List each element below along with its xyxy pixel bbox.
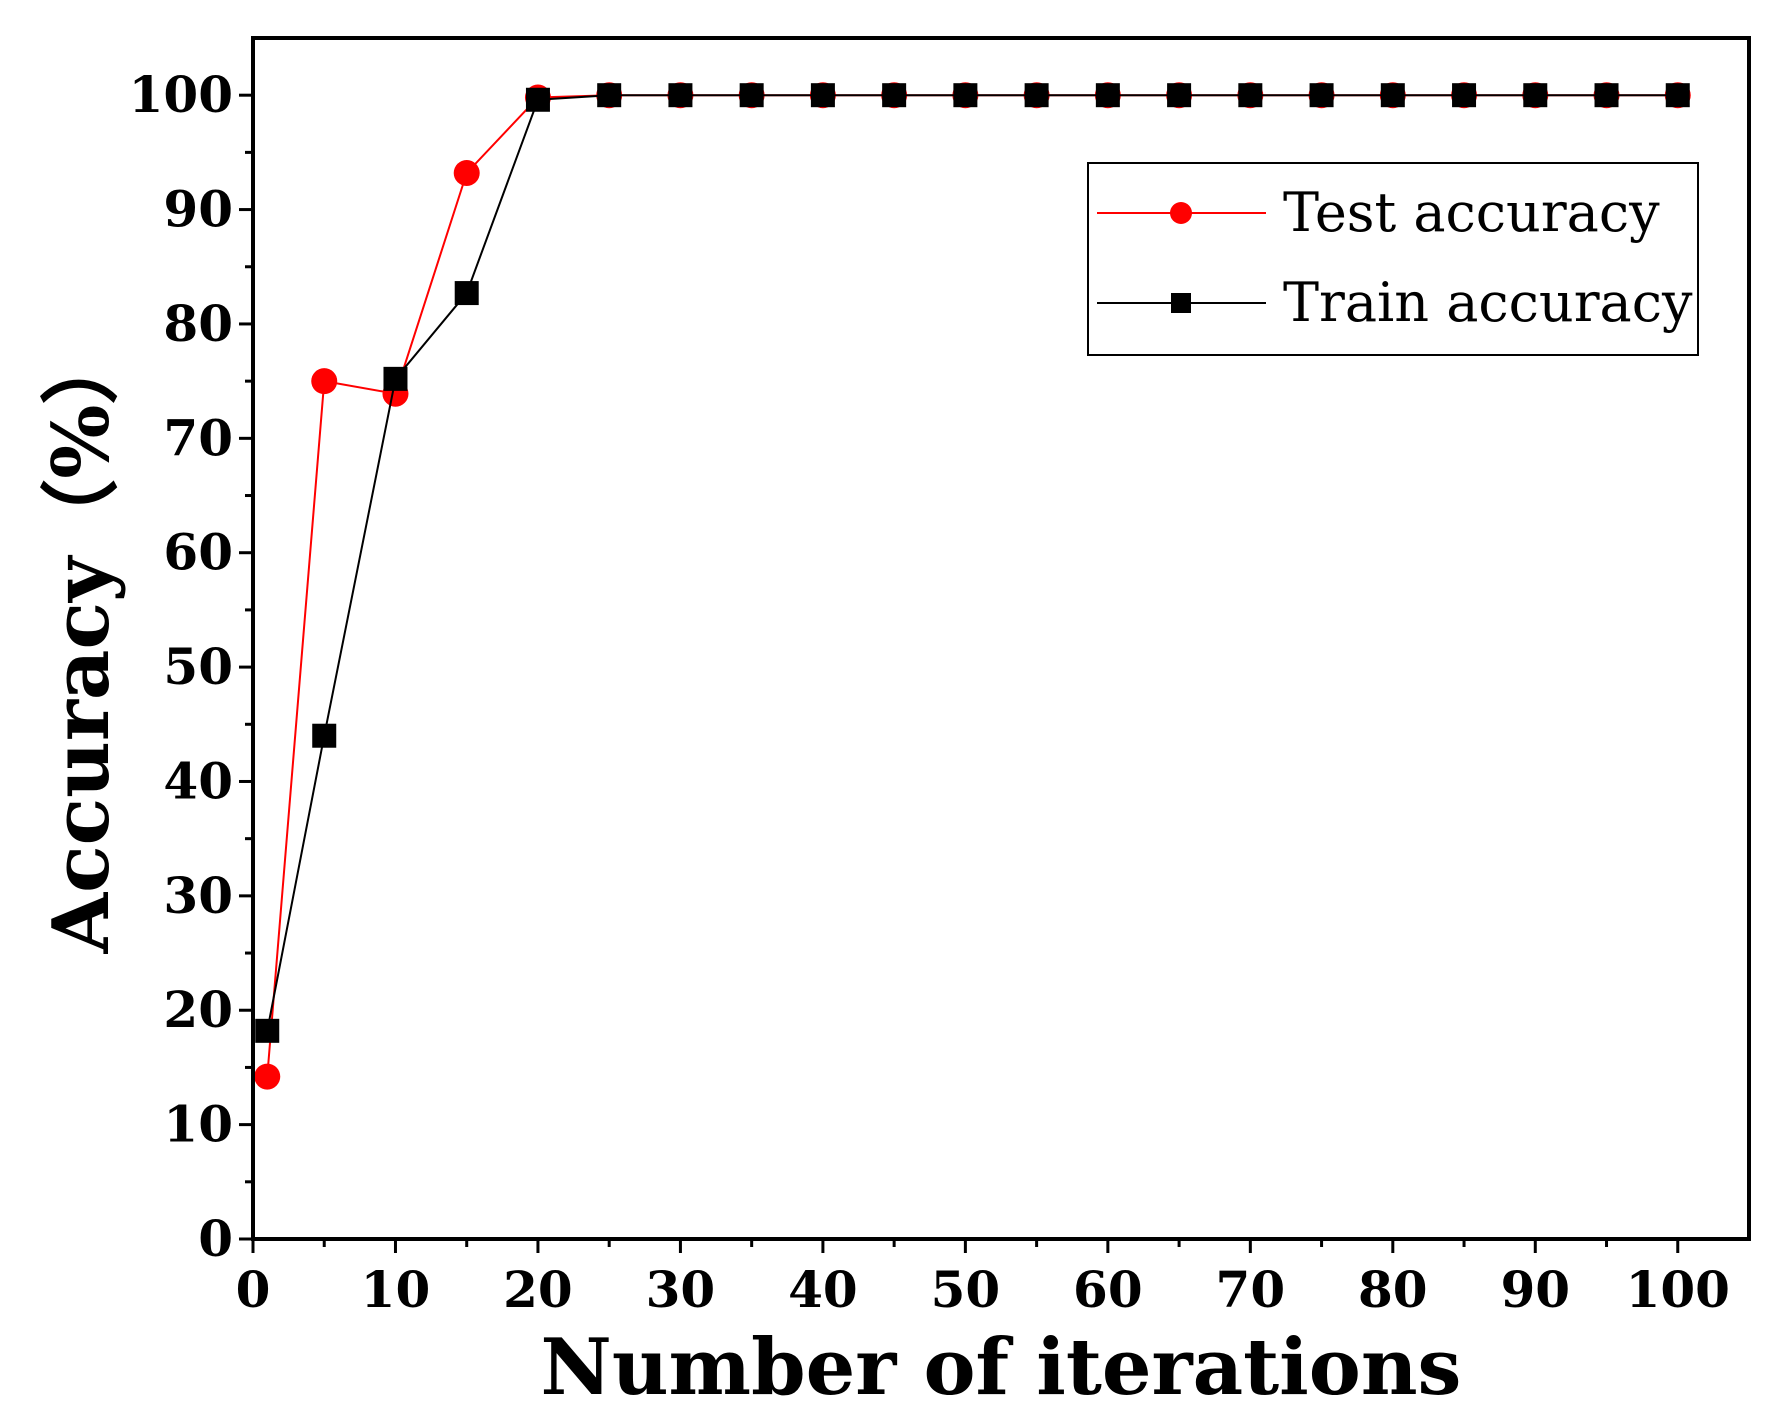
y-tick-label: 40 — [163, 751, 233, 810]
x-axis-title: Number of iterations — [541, 1322, 1462, 1413]
y-tick-label: 30 — [163, 866, 233, 925]
y-tick-label: 10 — [163, 1095, 233, 1154]
y-tick-label: 100 — [129, 65, 233, 124]
point-train-accuracy — [739, 83, 764, 108]
point-train-accuracy — [1309, 83, 1334, 108]
point-train-accuracy — [953, 83, 978, 108]
point-train-accuracy — [312, 723, 337, 748]
y-tick-label: 20 — [163, 980, 233, 1039]
y-tick-label: 80 — [163, 294, 233, 353]
legend-label-train: Train accuracy — [1283, 271, 1693, 334]
x-tick-label: 10 — [361, 1260, 431, 1319]
point-test-accuracy — [254, 1063, 281, 1090]
point-train-accuracy — [597, 83, 622, 108]
x-tick-label: 40 — [788, 1260, 858, 1319]
point-train-accuracy — [668, 83, 693, 108]
y-axis-title: Accuracy（%） — [36, 327, 127, 955]
point-train-accuracy — [1523, 83, 1548, 108]
point-train-accuracy — [1380, 83, 1405, 108]
x-tick-label: 0 — [236, 1260, 271, 1319]
y-tick-label: 50 — [163, 637, 233, 696]
y-tick-label: 60 — [163, 523, 233, 582]
y-tick-label: 90 — [163, 180, 233, 239]
point-train-accuracy — [1452, 83, 1477, 108]
x-tick-label: 90 — [1500, 1260, 1570, 1319]
y-tick-label: 0 — [198, 1209, 233, 1268]
x-tick-label: 20 — [503, 1260, 573, 1319]
point-train-accuracy — [1238, 83, 1263, 108]
x-tick-label: 70 — [1216, 1260, 1286, 1319]
point-test-accuracy — [453, 159, 480, 186]
point-train-accuracy — [882, 83, 907, 108]
x-tick-label: 30 — [646, 1260, 716, 1319]
legend-label-test: Test accuracy — [1283, 181, 1660, 244]
series-layer — [254, 82, 1691, 1090]
point-train-accuracy — [1594, 83, 1619, 108]
legend-marker-test — [1170, 202, 1192, 224]
x-tick-label: 80 — [1358, 1260, 1428, 1319]
legend-box — [1087, 162, 1699, 356]
point-train-accuracy — [383, 366, 408, 391]
point-train-accuracy — [1665, 83, 1690, 108]
plot-frame — [251, 36, 1751, 1241]
point-train-accuracy — [525, 87, 550, 112]
point-train-accuracy — [810, 83, 835, 108]
point-train-accuracy — [1167, 83, 1192, 108]
y-tick-label: 70 — [163, 408, 233, 467]
point-train-accuracy — [255, 1018, 280, 1043]
legend-marker-train — [1171, 293, 1191, 313]
x-tick-label: 100 — [1626, 1260, 1730, 1319]
ticks-layer: 0 10 20 30 40 50 60 70 80 90 100 0 10 20 30 40 50 60 70 80 9… — [129, 65, 1730, 1319]
point-train-accuracy — [454, 281, 479, 306]
point-train-accuracy — [1024, 83, 1049, 108]
x-tick-label: 60 — [1073, 1260, 1143, 1319]
point-train-accuracy — [1095, 83, 1120, 108]
legend: Test accuracy Train accuracy — [1087, 162, 1699, 356]
x-tick-label: 50 — [931, 1260, 1001, 1319]
point-test-accuracy — [311, 368, 338, 395]
